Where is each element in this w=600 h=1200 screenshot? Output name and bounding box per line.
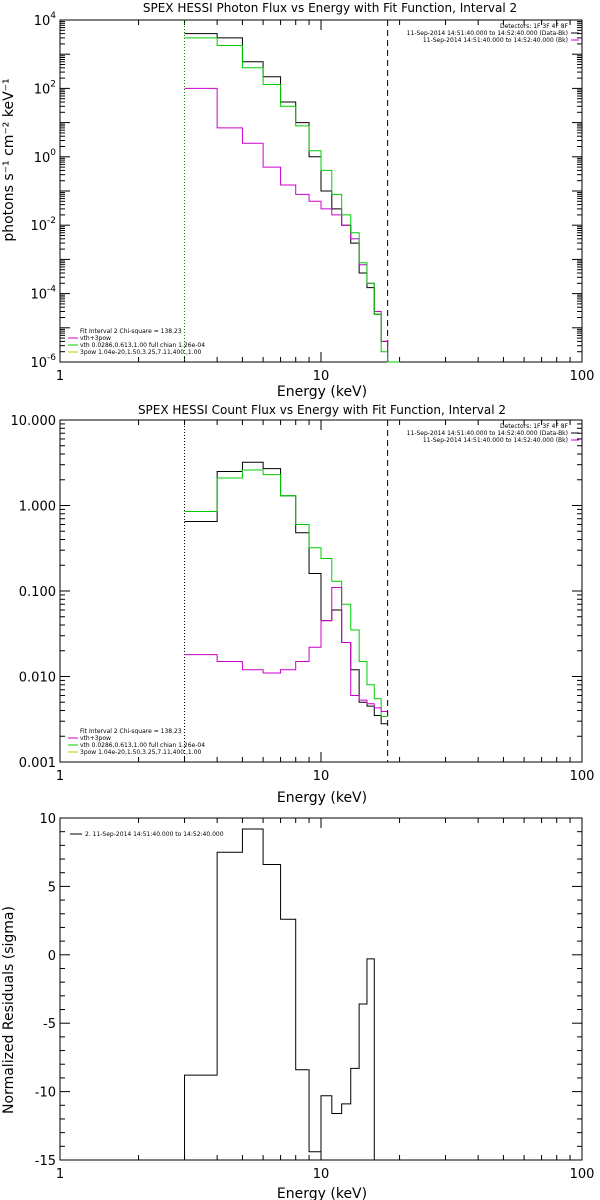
count-flux-panel: SPEX HESSI Count Flux vs Energy with Fit… (11, 403, 595, 806)
y-tick-label: -10 (35, 1086, 56, 1101)
residuals-panel: Energy (keV) Normalized Residuals (sigma… (1, 812, 594, 1200)
x-tick-label: 100 (570, 1167, 595, 1182)
y-tick-label: -5 (43, 1017, 56, 1032)
x-tick-label: 1 (56, 1167, 64, 1182)
x-tick-label: 10 (313, 369, 330, 384)
photon-flux-panel: SPEX HESSI Photon Flux vs Energy with Fi… (1, 1, 594, 400)
y-tick-label: 10 (39, 812, 56, 827)
x-tick-label: 10 (313, 769, 330, 784)
legend-entry: Fit Interval 2 Chi-square = 138.23 (80, 728, 182, 735)
x-tick-label: 100 (570, 769, 595, 784)
residuals-ylabel: Normalized Residuals (sigma) (1, 906, 17, 1114)
legend-entry: vth 0.0286,0.613,1.00 full chian 1.26e-0… (80, 342, 205, 349)
x-tick-label: 1 (56, 769, 64, 784)
legend-entry: 3pow 1.04e-20,1.50,3.25,7.11,400.,1.00 (80, 349, 201, 356)
legend-entry: 11-Sep-2014 14:51:40.000 to 14:52:40.000… (423, 437, 568, 444)
series-2-histogram (184, 586, 388, 712)
y-tick-label: 10.000 (11, 414, 57, 429)
count-flux-title: SPEX HESSI Count Flux vs Energy with Fit… (138, 403, 506, 417)
y-tick-label: 0.010 (19, 671, 56, 686)
legend-entry: Detectors: 1F 3F 4F 8F (500, 23, 569, 30)
count-flux-xlabel: Energy (keV) (277, 790, 367, 806)
series-1-histogram (184, 469, 388, 718)
x-tick-label: 1 (56, 369, 64, 384)
legend-entry: vth+3pow (80, 735, 111, 742)
x-tick-label: 100 (570, 369, 595, 384)
y-tick-label: 1.000 (19, 500, 56, 515)
legend-entry: vth+3pow (80, 335, 111, 342)
series-2-histogram (184, 37, 400, 363)
x-tick-label: 10 (313, 1167, 330, 1182)
photon-flux-ylabel: photons s⁻¹ cm⁻² keV⁻¹ (1, 78, 17, 241)
y-tick-label: -15 (35, 1154, 56, 1169)
legend-entry: vth 0.0286,0.613,1.00 full chian 1.26e-0… (80, 742, 205, 749)
legend-entry: 3pow 1.04e-20,1.50,3.25,7.11,400.,1.00 (80, 749, 201, 756)
y-tick-label: 0.100 (19, 585, 56, 600)
legend-entry: 11-Sep-2014 14:51:40.000 to 14:52:40.000… (407, 30, 568, 37)
residuals-xlabel: Energy (keV) (277, 1186, 367, 1200)
legend-entry: Detectors: 1F 3F 4F 8F (500, 423, 569, 430)
y-tick-label: 5 (48, 880, 56, 895)
photon-flux-title: SPEX HESSI Photon Flux vs Energy with Fi… (143, 1, 517, 15)
series-0-histogram (184, 828, 375, 1160)
legend-entry: 11-Sep-2014 14:51:40.000 to 14:52:40.000… (423, 37, 568, 44)
legend-entry: 2. 11-Sep-2014 14:51:40.000 to 14:52:40.… (85, 831, 224, 838)
legend-entry: Fit Interval 2 Chi-square = 138.23 (80, 328, 182, 335)
photon-flux-xlabel: Energy (keV) (277, 384, 367, 400)
legend-entry: 11-Sep-2014 14:51:40.000 to 14:52:40.000… (407, 430, 568, 437)
y-tick-label: 0 (48, 949, 56, 964)
y-tick-label: 0.001 (19, 756, 56, 771)
